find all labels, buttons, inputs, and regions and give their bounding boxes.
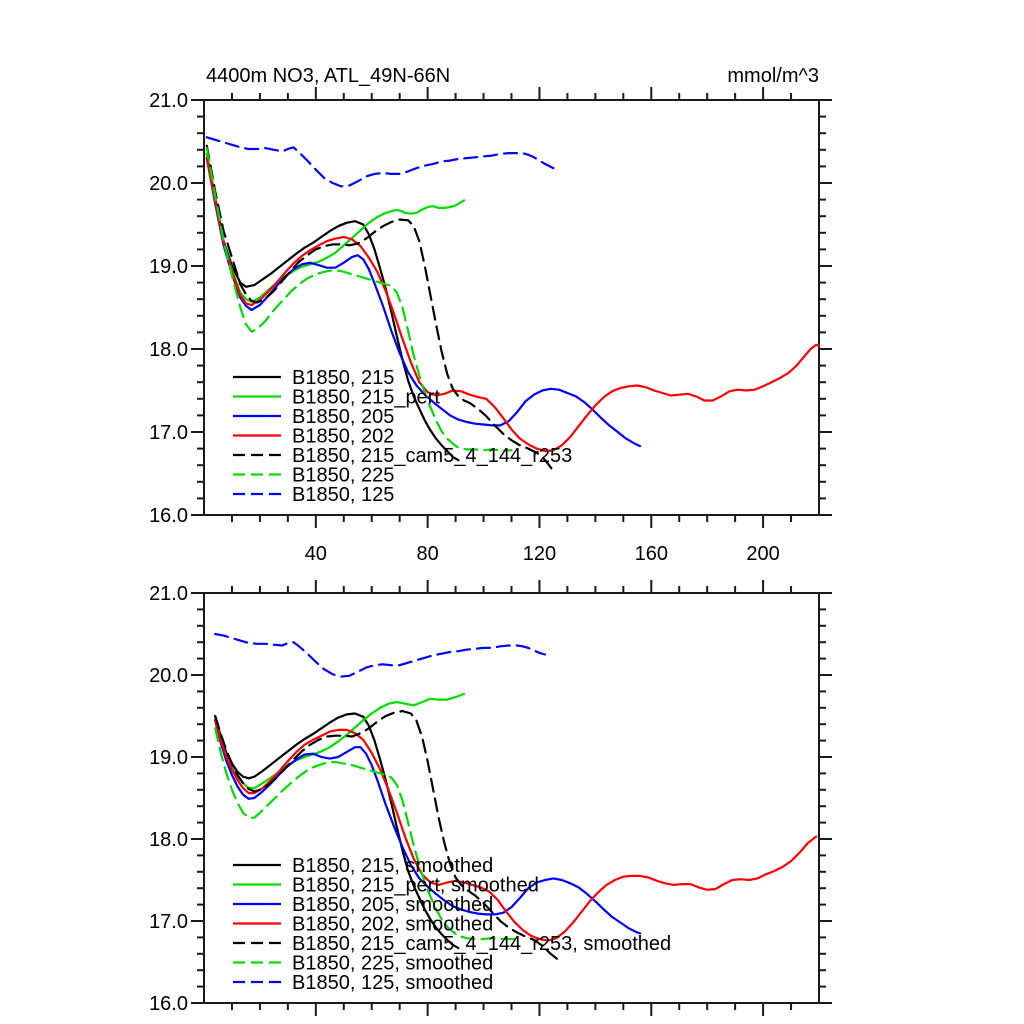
- series-line: [205, 152, 460, 462]
- y-tick-label: 19.0: [149, 256, 188, 278]
- x-tick-label: 120: [523, 543, 556, 565]
- y-tick-label: 20.0: [149, 173, 188, 195]
- x-tick-label: 40: [305, 543, 327, 565]
- y-tick-label: 18.0: [149, 829, 188, 851]
- legend-label: B1850, 205: [292, 406, 394, 428]
- chart-units-label: mmol/m^3: [727, 65, 819, 87]
- legend-label: B1850, 202, smoothed: [292, 914, 493, 936]
- y-tick-label: 20.0: [149, 665, 188, 687]
- y-tick-label: 18.0: [149, 339, 188, 361]
- legend-label: B1850, 215_cam5_4_144_r253: [292, 445, 572, 467]
- legend-label: B1850, 202: [292, 426, 394, 448]
- series-line: [205, 157, 821, 453]
- legend-label: B1850, 215_pert, smoothed: [292, 875, 539, 897]
- chart-title: 4400m NO3, ATL_49N-66N: [206, 65, 451, 87]
- legend-label: B1850, 205, smoothed: [292, 894, 493, 916]
- series-line: [214, 710, 561, 962]
- legend-label: B1850, 125, smoothed: [292, 972, 493, 994]
- y-tick-label: 16.0: [149, 993, 188, 1015]
- legend-label: B1850, 125: [292, 484, 394, 506]
- y-tick-label: 17.0: [149, 911, 188, 933]
- series-line: [205, 157, 642, 448]
- series-line: [214, 712, 460, 950]
- series-line: [205, 136, 555, 188]
- legend-label: B1850, 215_pert: [292, 387, 440, 409]
- x-tick-label: 80: [417, 543, 439, 565]
- y-tick-label: 21.0: [149, 583, 188, 605]
- y-tick-label: 16.0: [149, 505, 188, 527]
- y-tick-label: 19.0: [149, 747, 188, 769]
- series-line: [214, 692, 466, 790]
- series-line: [205, 144, 555, 473]
- bottom-chart: 16.0 17.0 18.0 19.0 20.0 21.0 B1850, 215, smoo…: [149, 580, 832, 1016]
- legend-label: B1850, 225: [292, 465, 394, 487]
- x-tick-label: 200: [746, 543, 779, 565]
- series-line: [214, 727, 519, 941]
- top-chart: 40 80 120 160 200 16.0 17.0 18.0 19.0 20.0 21.0 B18…: [149, 87, 832, 565]
- series-line: [214, 719, 818, 942]
- legend-label: B1850, 215_cam5_4_144_r253, smoothed: [292, 933, 671, 955]
- y-tick-label: 17.0: [149, 422, 188, 444]
- legend-label: B1850, 215: [292, 367, 394, 389]
- series-line: [205, 147, 513, 452]
- x-tick-label: 160: [635, 543, 668, 565]
- y-tick-label: 21.0: [149, 90, 188, 112]
- legend-label: B1850, 215, smoothed: [292, 855, 493, 877]
- series-line: [214, 632, 547, 678]
- legend-label: B1850, 225, smoothed: [292, 953, 493, 975]
